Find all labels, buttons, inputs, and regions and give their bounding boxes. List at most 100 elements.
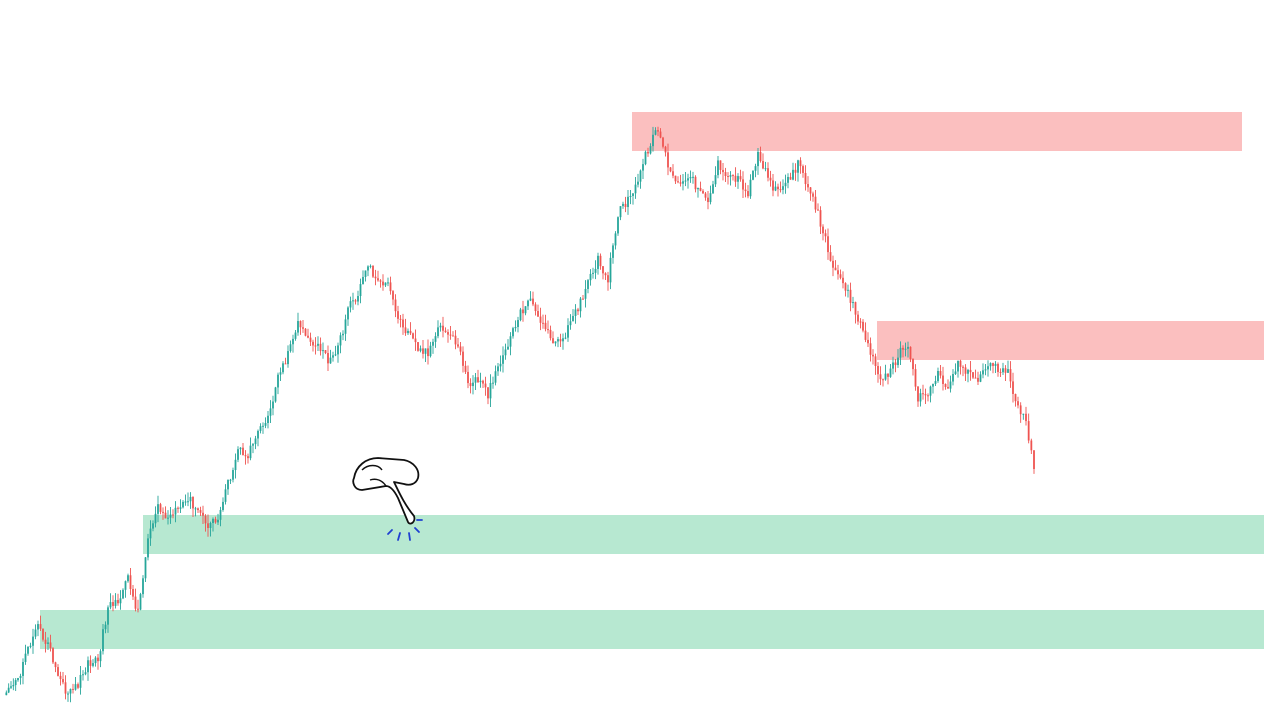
candle-body xyxy=(384,282,387,286)
pointing-hand-icon xyxy=(352,457,423,541)
candle xyxy=(124,580,127,598)
candle xyxy=(359,278,362,304)
candle-body xyxy=(757,151,759,167)
candle-body xyxy=(689,176,692,179)
candle xyxy=(709,185,712,205)
candle-body xyxy=(524,306,527,314)
candle-body xyxy=(22,661,24,676)
candle-body xyxy=(62,679,64,683)
candle-body xyxy=(404,327,407,334)
candle xyxy=(799,157,802,174)
candle xyxy=(54,661,57,673)
candle xyxy=(589,269,592,286)
candle-body xyxy=(624,203,627,208)
candle-body xyxy=(219,509,222,520)
candle-body xyxy=(994,363,997,366)
candle xyxy=(487,386,489,405)
candle xyxy=(782,179,784,195)
candle-body xyxy=(1033,450,1035,469)
candle-body xyxy=(459,346,462,352)
candle-body xyxy=(1009,369,1012,382)
candle xyxy=(914,364,917,391)
candle xyxy=(547,320,549,334)
candle-body xyxy=(697,188,699,190)
candle xyxy=(592,267,594,279)
candle xyxy=(884,364,887,381)
candle xyxy=(354,298,357,305)
candle xyxy=(539,307,542,331)
candle-body xyxy=(477,377,479,383)
candle xyxy=(904,342,907,357)
candle-body xyxy=(197,508,199,511)
candle-body xyxy=(182,501,184,508)
candle-body xyxy=(337,345,339,355)
candle xyxy=(907,341,909,358)
candle xyxy=(457,338,459,349)
candle-body xyxy=(634,184,637,194)
candle-body xyxy=(1004,368,1007,373)
candle xyxy=(932,383,934,394)
candle-body xyxy=(742,179,744,190)
candle xyxy=(537,304,539,318)
candle-body xyxy=(754,166,757,171)
candle xyxy=(599,253,602,270)
candle-body xyxy=(672,171,674,176)
candle xyxy=(387,277,389,287)
candle xyxy=(492,376,494,389)
candle xyxy=(514,320,517,332)
candle xyxy=(969,360,972,381)
candle xyxy=(127,573,129,583)
candle xyxy=(412,332,414,340)
candle-body xyxy=(237,449,239,460)
candle-body xyxy=(929,386,932,396)
candle-body xyxy=(362,276,364,285)
candle xyxy=(862,319,864,333)
candle-body xyxy=(554,341,557,344)
candle xyxy=(152,520,154,532)
candle-body xyxy=(802,166,804,173)
candle xyxy=(102,624,104,655)
candle xyxy=(524,306,527,316)
candle xyxy=(902,345,904,358)
candle-body xyxy=(449,334,452,336)
candle xyxy=(374,269,377,286)
candle-body xyxy=(47,642,49,644)
candle-body xyxy=(367,266,369,271)
candle-body xyxy=(184,501,187,503)
candle-body xyxy=(29,645,32,647)
candle xyxy=(887,373,889,385)
candle xyxy=(909,346,912,363)
candle xyxy=(237,446,239,463)
candle-body xyxy=(372,265,374,277)
candle-body xyxy=(422,348,424,354)
candle xyxy=(462,346,464,373)
candle xyxy=(594,260,597,280)
candle-body xyxy=(242,447,244,456)
candle-body xyxy=(174,507,177,515)
candle xyxy=(64,675,67,700)
candle xyxy=(367,265,369,277)
candle-body xyxy=(292,338,294,345)
candle xyxy=(899,341,902,365)
candle-body xyxy=(484,383,487,388)
candle-body xyxy=(152,523,154,529)
candle-body xyxy=(772,180,774,191)
candle-body xyxy=(822,226,824,234)
candle-body xyxy=(304,328,307,336)
candle-body xyxy=(127,575,129,582)
hand-finger-detail xyxy=(361,464,387,487)
candle xyxy=(334,345,337,357)
candle-body xyxy=(594,268,597,273)
candle-body xyxy=(122,589,124,599)
candle-body xyxy=(519,309,522,321)
candle-body xyxy=(59,675,62,680)
candle xyxy=(452,331,454,337)
candle xyxy=(567,318,569,342)
candle-body xyxy=(352,300,354,302)
candle-body xyxy=(694,176,697,190)
candle-body xyxy=(107,607,109,625)
candle xyxy=(779,181,782,193)
candle xyxy=(112,595,114,612)
candle-body xyxy=(957,360,959,372)
candle xyxy=(774,181,777,192)
